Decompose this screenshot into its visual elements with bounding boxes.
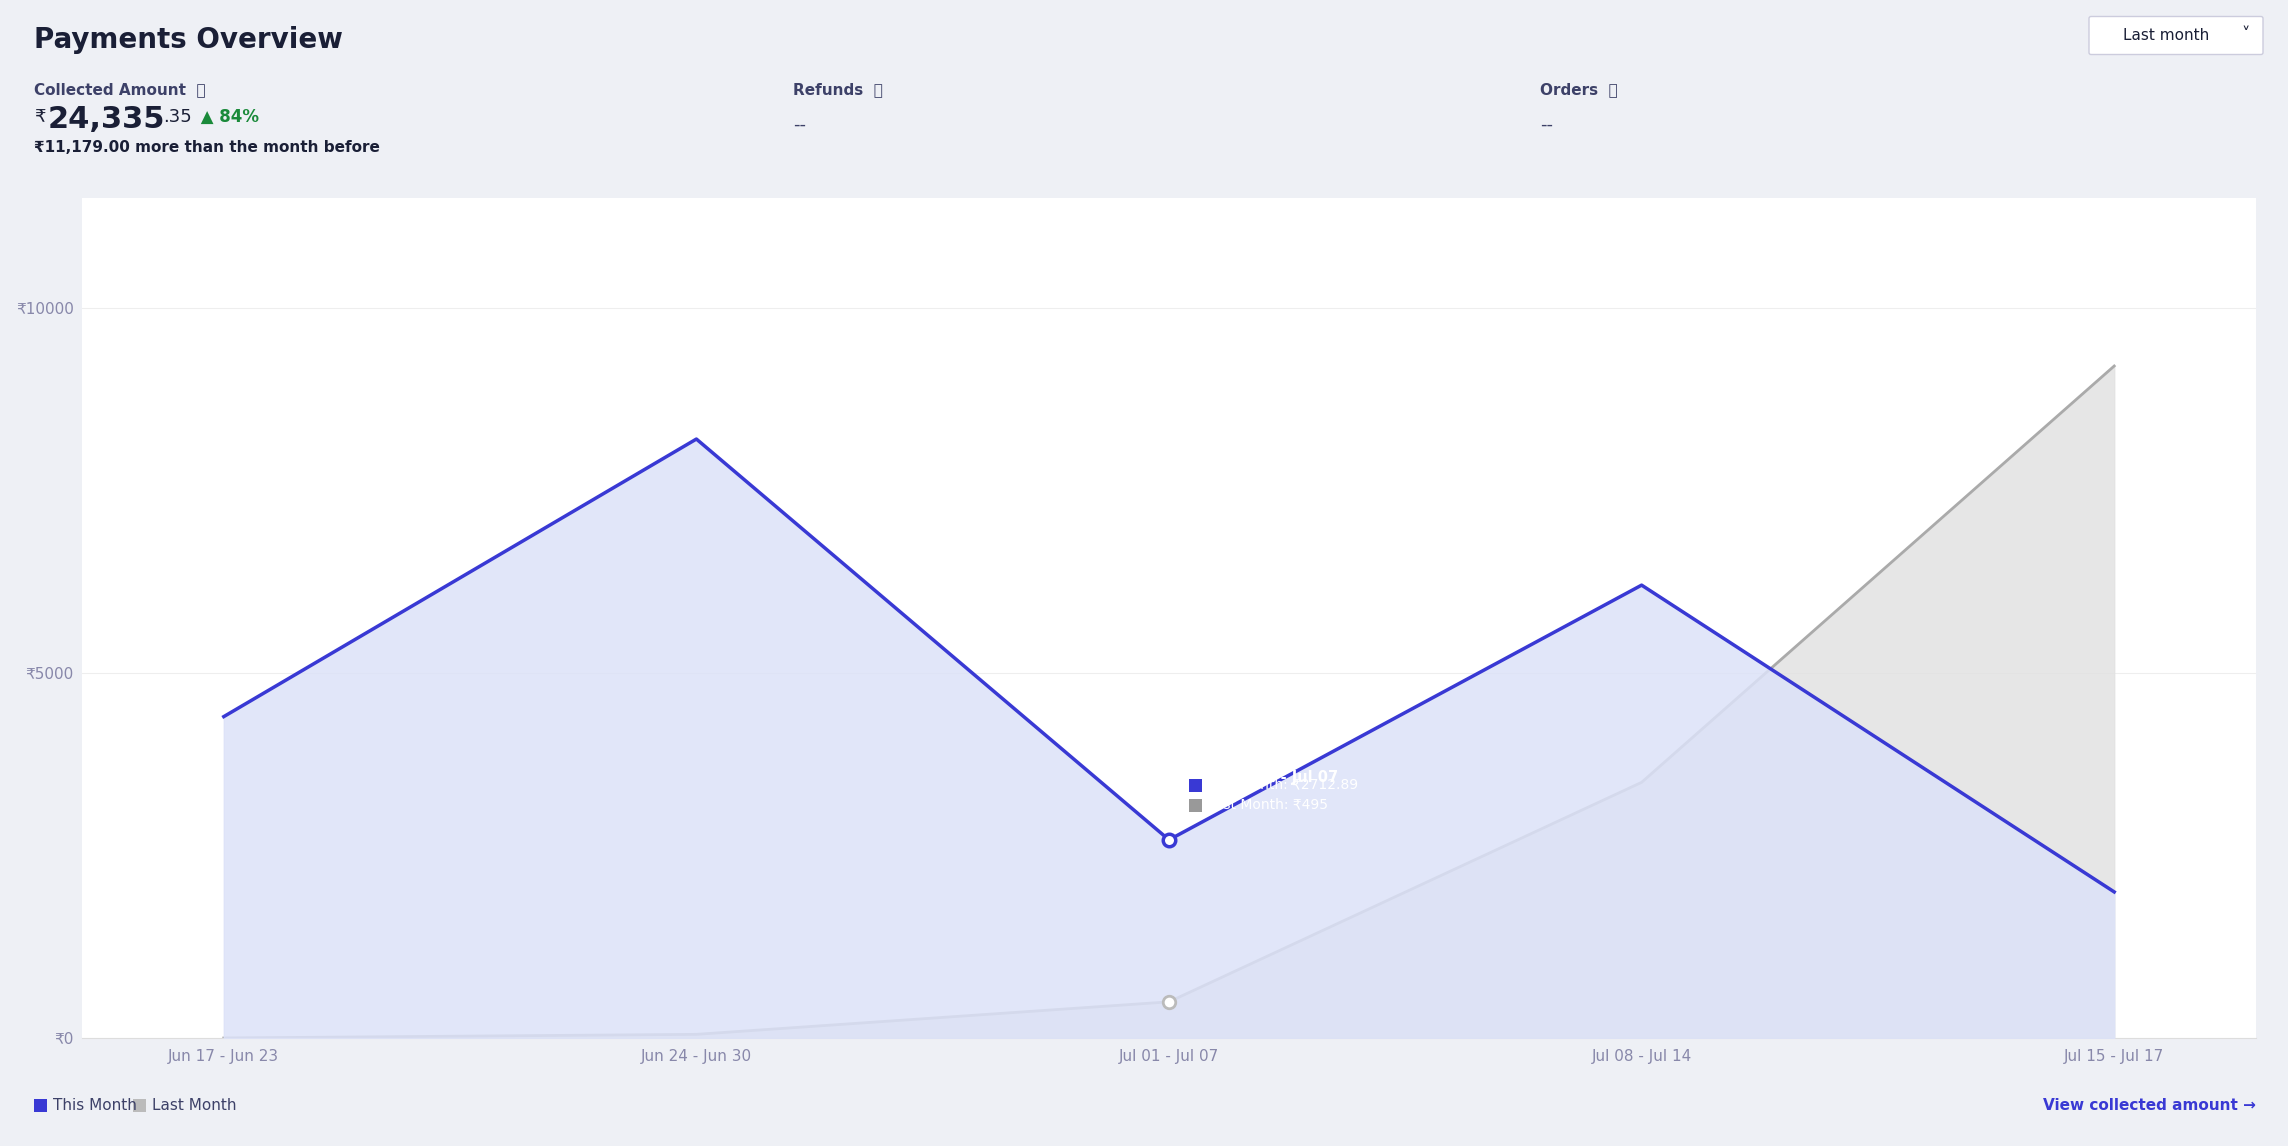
Text: Jul 01 - Jul 07: Jul 01 - Jul 07: [1229, 770, 1338, 785]
Bar: [133, 1099, 146, 1112]
Text: Last Month: Last Month: [151, 1098, 236, 1113]
Text: ₹: ₹: [34, 108, 46, 126]
Text: --: --: [1540, 116, 1554, 134]
Bar: [1190, 799, 1201, 811]
Text: --: --: [794, 116, 805, 134]
Text: Payments Overview: Payments Overview: [34, 26, 343, 54]
Text: Orders  ⓘ: Orders ⓘ: [1540, 83, 1618, 97]
Text: This Month: This Month: [53, 1098, 137, 1113]
Text: 24,335: 24,335: [48, 105, 165, 134]
Text: View collected amount →: View collected amount →: [2043, 1098, 2256, 1113]
FancyBboxPatch shape: [2089, 16, 2263, 55]
Text: ˅: ˅: [2242, 26, 2249, 45]
Bar: [34, 1099, 48, 1112]
Text: Last Month: ₹495: Last Month: ₹495: [1208, 798, 1327, 811]
Text: .35: .35: [162, 108, 192, 126]
Text: Last month: Last month: [2123, 28, 2210, 44]
Text: Collected Amount  ⓘ: Collected Amount ⓘ: [34, 83, 206, 97]
Text: Refunds  ⓘ: Refunds ⓘ: [794, 83, 883, 97]
Text: This Month: ₹2712.89: This Month: ₹2712.89: [1208, 778, 1359, 792]
Text: ₹11,179.00 more than the month before: ₹11,179.00 more than the month before: [34, 140, 380, 155]
Text: ▲ 84%: ▲ 84%: [194, 108, 259, 126]
Bar: [1190, 779, 1201, 792]
